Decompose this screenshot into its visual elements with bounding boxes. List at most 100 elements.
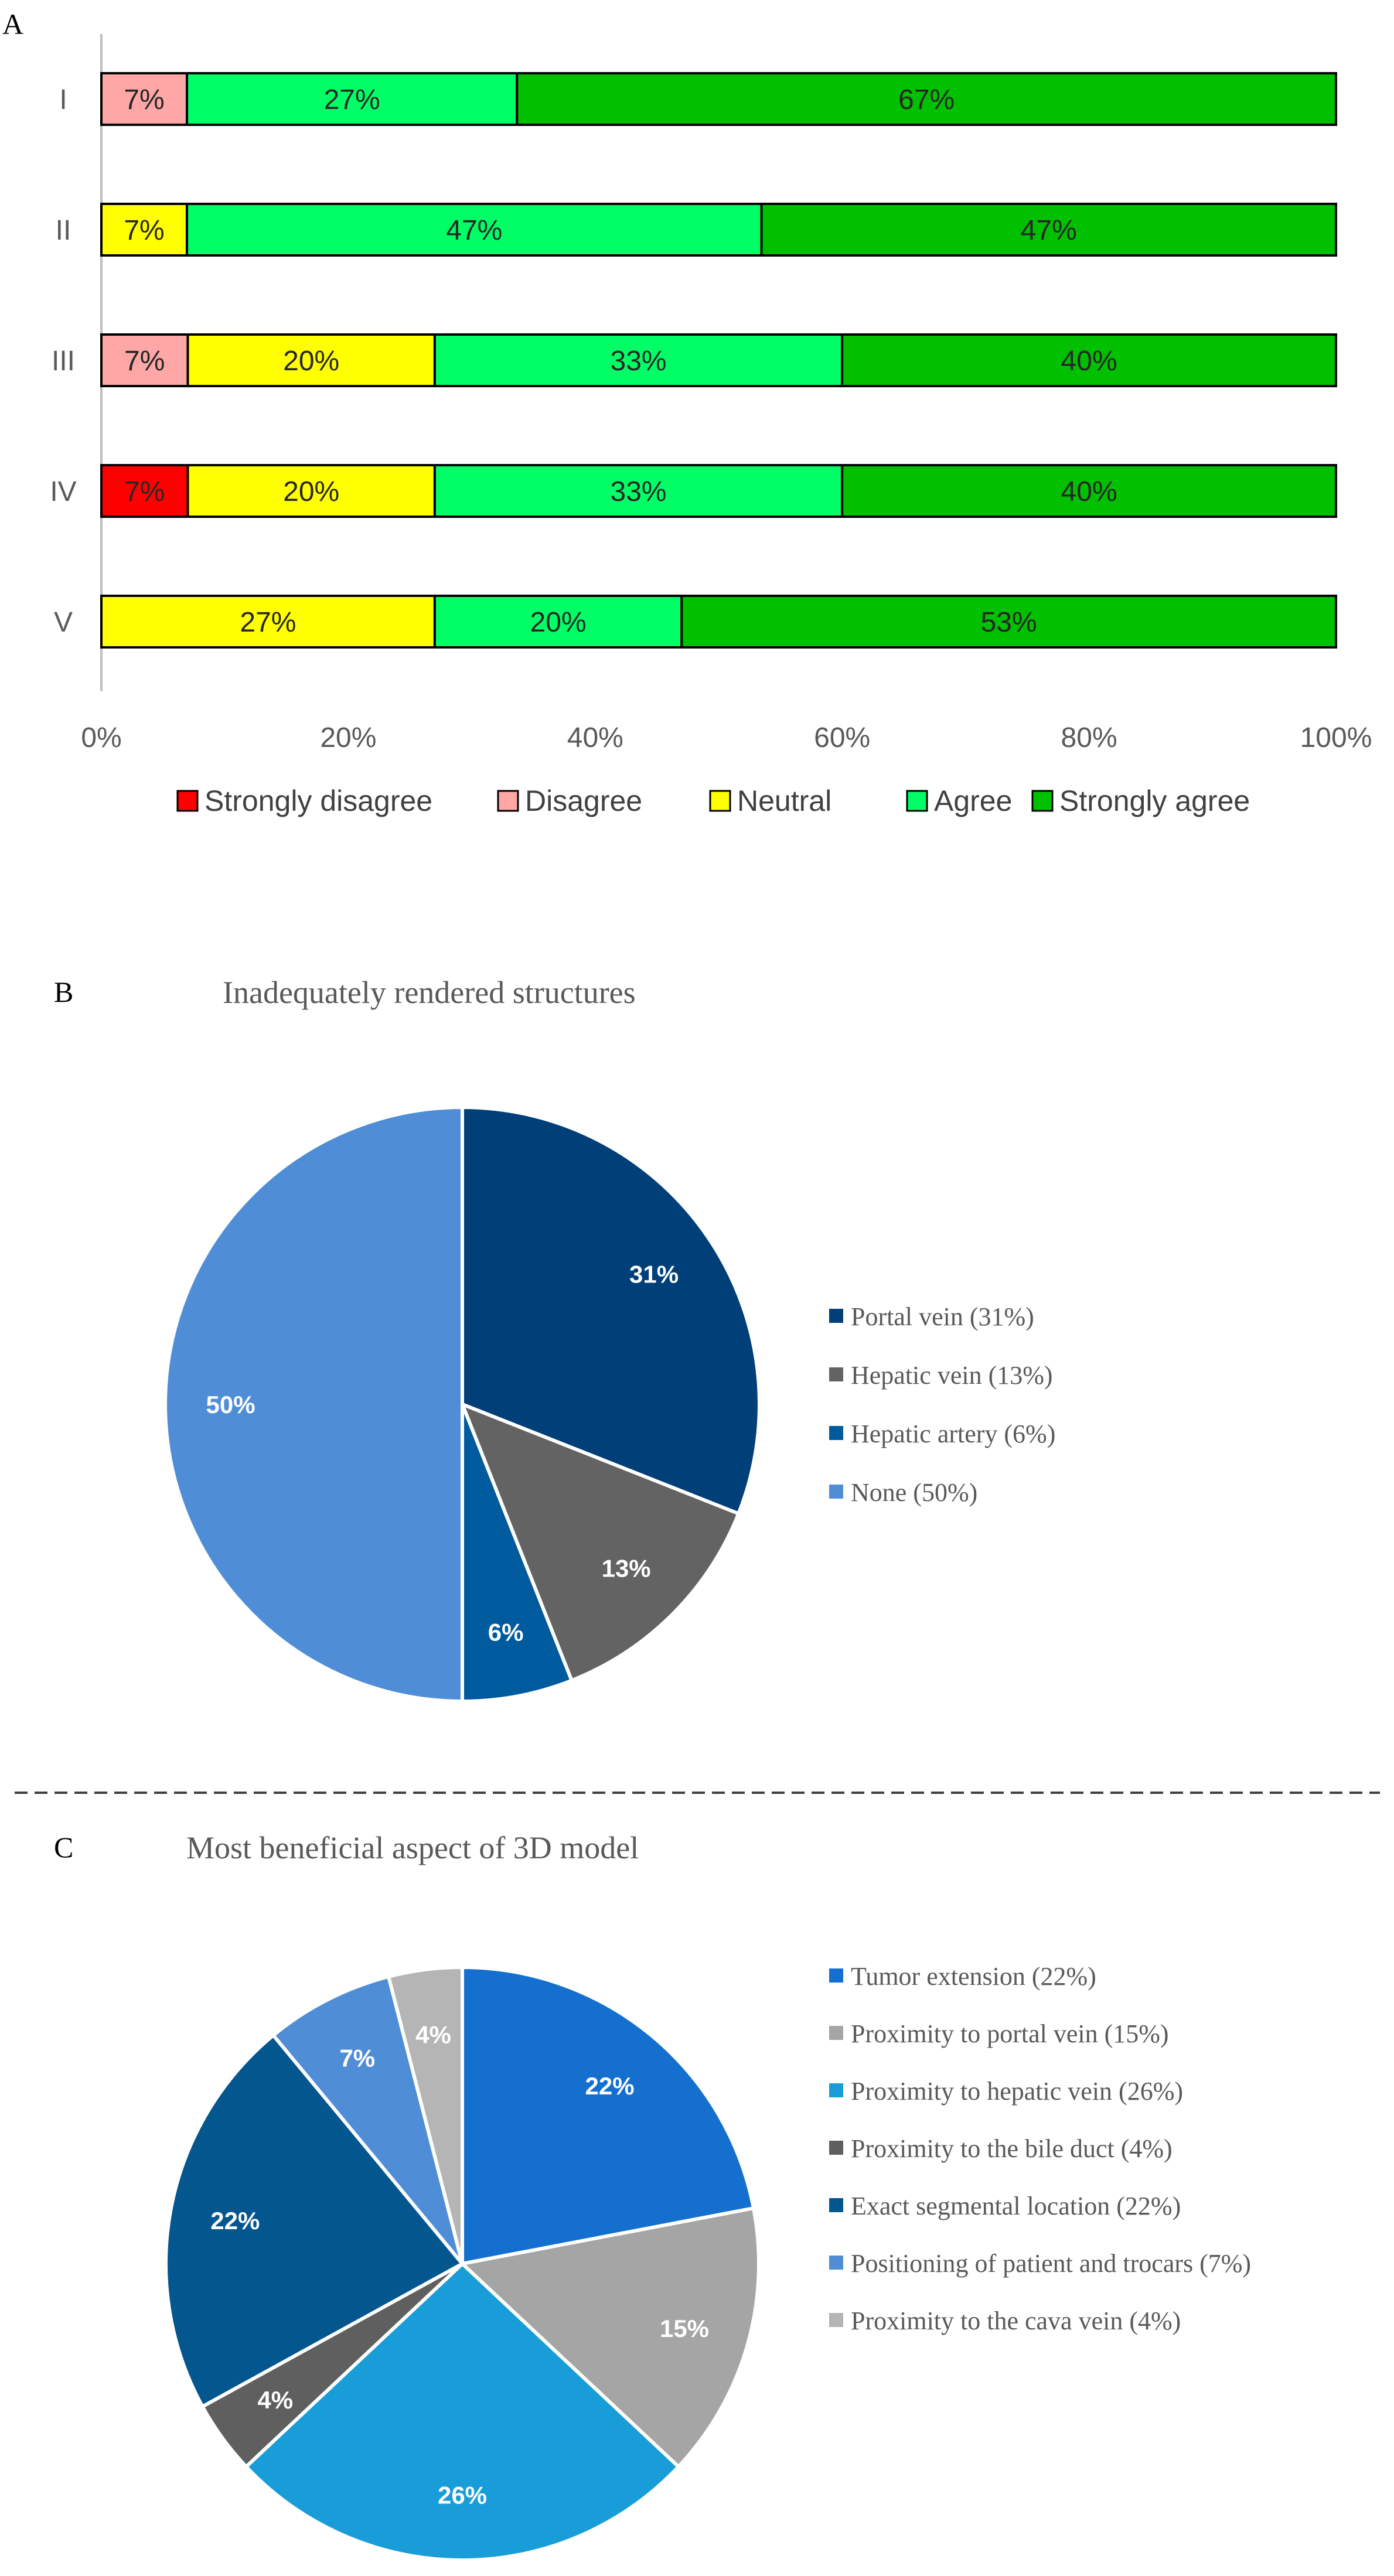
- a-legend-swatch-strongly-agree: [1031, 790, 1054, 812]
- a-category-iv: IV: [50, 476, 76, 507]
- a-bar-i-agree: [186, 72, 519, 126]
- a-bar-label-iii-strongly-agree: 40%: [1061, 346, 1117, 377]
- a-legend-label-neutral: Neutral: [737, 784, 831, 817]
- a-x-tick-5: 100%: [1300, 722, 1372, 753]
- c-legend: Tumor extension (22%) Proximity to portal…: [829, 1962, 1251, 2335]
- a-x-tick-3: 60%: [814, 722, 870, 753]
- panel-b-letter: B: [54, 975, 73, 1008]
- a-bar-label-iv-strongly-agree: 40%: [1061, 476, 1117, 507]
- a-legend-label-agree: Agree: [934, 784, 1012, 817]
- a-bar-ii-strongly-agree: [760, 203, 1338, 257]
- a-bar-label-iii-neutral: 20%: [283, 346, 339, 377]
- c-slice-label-exact-segmental-location: 22%: [210, 2207, 260, 2234]
- c-chart-title: Most beneficial aspect of 3D model: [186, 1830, 639, 1865]
- a-bar-label-iii-agree: 33%: [611, 346, 667, 377]
- a-bar-iv-strongly-agree: [841, 464, 1337, 518]
- b-legend: Portal vein (31%) Hepatic vein (13%) Hepat…: [829, 1302, 1055, 1507]
- b-slice-hepatic-vein: [461, 1403, 741, 1683]
- c-slice-proximity-to-the-cava-vein: [387, 1966, 464, 2265]
- b-pie: 31% 13% 6% 50%: [163, 1106, 761, 1703]
- a-bar-label-ii-agree: 47%: [446, 215, 502, 246]
- panel-a-letter: A: [2, 8, 23, 40]
- a-category-v: V: [54, 607, 73, 638]
- a-legend-label-disagree: Disagree: [525, 784, 642, 817]
- c-slice-label-proximity-to-the-bile-duct: 4%: [257, 2386, 293, 2414]
- a-bar-i-strongly-agree: [516, 72, 1337, 126]
- a-legend-label-strongly-agree: Strongly agree: [1059, 784, 1250, 817]
- a-bar-label-i-strongly-agree: 67%: [898, 84, 955, 115]
- b-slice-none: [163, 1106, 464, 1703]
- c-legend-swatch-exact-segmental-location: [829, 2198, 843, 2212]
- a-bar-label-v-strongly-agree: 53%: [981, 607, 1037, 638]
- b-slice-label-hepatic-vein: 13%: [602, 1555, 651, 1582]
- a-bar-label-iv-neutral: 20%: [283, 476, 339, 507]
- a-category-i: I: [59, 84, 67, 115]
- b-legend-swatch-hepatic-vein: [829, 1367, 843, 1381]
- c-legend-label-proximity-to-the-bile-duct: Proximity to the bile duct (4%): [851, 2134, 1173, 2163]
- c-legend-label-positioning-of-patient-and-trocars: Positioning of patient and trocars (7%): [851, 2249, 1251, 2278]
- b-slice-hepatic-artery: [461, 1403, 574, 1703]
- panel-c: C Most beneficial aspect of 3D model 22%…: [54, 1830, 1251, 2562]
- a-category-ii: II: [56, 215, 71, 246]
- b-legend-label-none: None (50%): [851, 1478, 977, 1507]
- c-legend-swatch-proximity-to-the-cava-vein: [829, 2313, 843, 2327]
- c-legend-label-proximity-to-portal-vein: Proximity to portal vein (15%): [851, 2019, 1169, 2048]
- c-legend-swatch-positioning-of-patient-and-trocars: [829, 2256, 843, 2270]
- panel-c-letter: C: [54, 1831, 73, 1864]
- a-bar-label-v-neutral: 27%: [240, 607, 296, 638]
- a-bar-iv-agree: [433, 464, 844, 518]
- a-bar-iii-strongly-agree: [841, 333, 1337, 387]
- c-legend-label-tumor-extension: Tumor extension (22%): [851, 1962, 1096, 1991]
- c-legend-label-exact-segmental-location: Exact segmental location (22%): [851, 2192, 1181, 2220]
- a-x-tick-labels: 0% 20% 40% 60% 80% 100%: [81, 722, 1372, 753]
- b-slice-label-portal-vein: 31%: [629, 1261, 679, 1288]
- a-bar-label-iv-agree: 33%: [611, 476, 667, 507]
- a-bar-v-neutral: [100, 595, 436, 649]
- a-x-tick-1: 20%: [320, 722, 376, 753]
- c-pie: 22% 15% 26% 4% 22% 7% 4%: [164, 1966, 761, 2562]
- a-bar-label-iii-disagree: 7%: [124, 346, 165, 377]
- c-slice-label-positioning-of-patient-and-trocars: 7%: [339, 2044, 375, 2072]
- a-legend-label-strongly-disagree: Strongly disagree: [205, 784, 432, 817]
- c-legend-swatch-proximity-to-hepatic-vein: [829, 2083, 843, 2097]
- panel-a: A 7% 27% 67% 7% 47% 47% 7% 20% 33% 40% 7% 20% 33% 40%…: [2, 8, 1372, 817]
- a-bar-label-i-disagree: 7%: [124, 84, 164, 115]
- a-bars: 7% 27% 67% 7% 47% 47% 7% 20% 33% 40% 7% 20% 33% 40% 27…: [100, 72, 1338, 649]
- a-legend-swatch-strongly-disagree: [176, 790, 199, 812]
- b-legend-swatch-portal-vein: [829, 1309, 843, 1323]
- a-legend-swatch-agree: [906, 790, 928, 812]
- a-bar-iv-strongly-disagree: [100, 464, 189, 518]
- b-legend-label-portal-vein: Portal vein (31%): [851, 1302, 1034, 1331]
- c-slice-label-proximity-to-the-cava-vein: 4%: [415, 2021, 451, 2048]
- a-category-iii: III: [52, 346, 75, 377]
- a-bar-label-v-agree: 20%: [530, 607, 587, 638]
- c-legend-swatch-proximity-to-the-bile-duct: [829, 2141, 843, 2155]
- b-slice-portal-vein: [461, 1106, 761, 1516]
- c-slice-proximity-to-portal-vein: [461, 2206, 761, 2469]
- a-legend-swatch-disagree: [497, 790, 519, 812]
- a-bar-label-iv-strongly-disagree: 7%: [124, 476, 165, 507]
- c-legend-label-proximity-to-hepatic-vein: Proximity to hepatic vein (26%): [851, 2077, 1183, 2106]
- c-slice-label-tumor-extension: 22%: [585, 2072, 635, 2100]
- c-legend-label-proximity-to-the-cava-vein: Proximity to the cava vein (4%): [851, 2307, 1181, 2335]
- c-slice-exact-segmental-location: [164, 2033, 464, 2408]
- c-slice-label-proximity-to-portal-vein: 15%: [660, 2315, 709, 2342]
- a-bar-label-i-agree: 27%: [324, 84, 380, 115]
- a-bar-v-strongly-agree: [680, 595, 1337, 649]
- a-bar-v-agree: [433, 595, 683, 649]
- c-slice-proximity-to-hepatic-vein: [244, 2262, 680, 2562]
- b-legend-label-hepatic-vein: Hepatic vein (13%): [851, 1361, 1053, 1390]
- c-legend-swatch-tumor-extension: [829, 1968, 843, 1983]
- c-legend-swatch-proximity-to-portal-vein: [829, 2026, 843, 2040]
- a-x-tick-4: 80%: [1061, 722, 1117, 753]
- a-x-tick-2: 40%: [567, 722, 623, 753]
- a-bar-iii-agree: [433, 333, 844, 387]
- c-slice-label-proximity-to-hepatic-vein: 26%: [438, 2482, 487, 2509]
- c-slice-positioning-of-patient-and-trocars: [271, 1974, 464, 2265]
- b-chart-title: Inadequately rendered structures: [223, 975, 636, 1010]
- b-legend-label-hepatic-artery: Hepatic artery (6%): [851, 1420, 1055, 1448]
- panel-b: B Inadequately rendered structures 31% 13…: [54, 975, 1055, 1703]
- b-slice-label-hepatic-artery: 6%: [488, 1618, 524, 1646]
